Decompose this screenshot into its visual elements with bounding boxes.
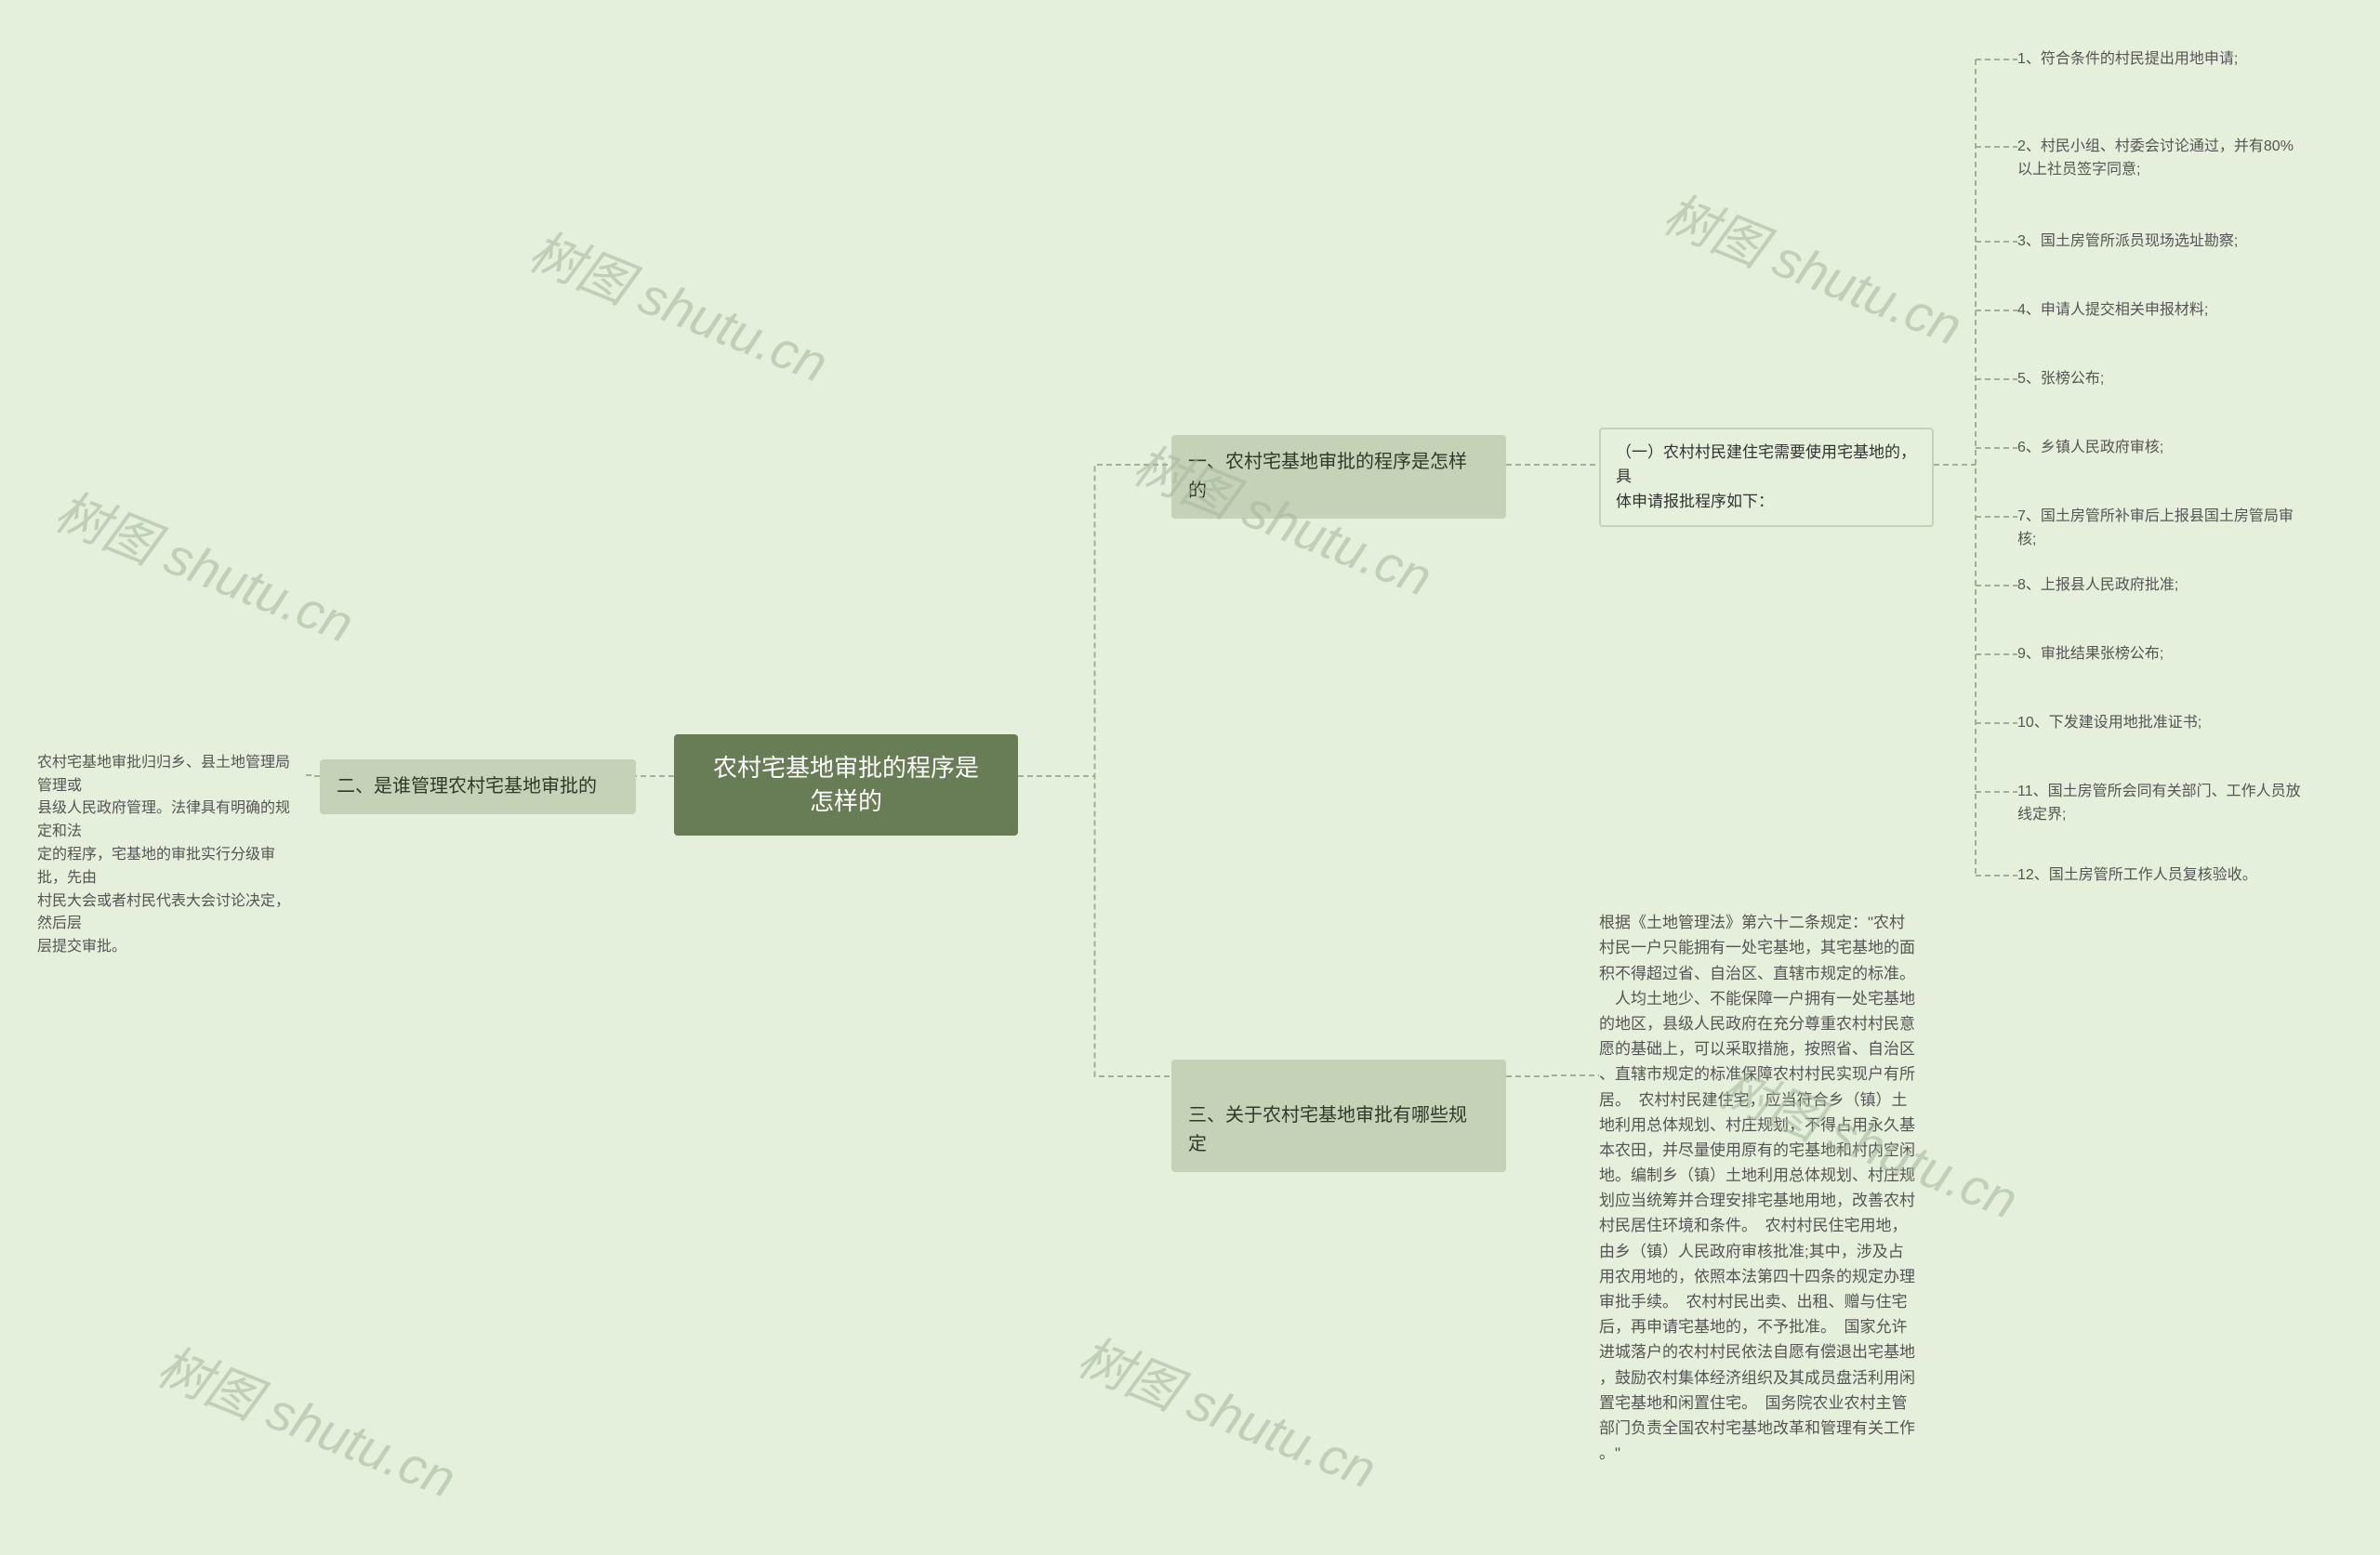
section-1-item: 1、符合条件的村民提出用地申请;: [2017, 48, 2306, 72]
watermark: 树图 shutu.cn: [437, 204, 920, 409]
section-1-item: 9、审批结果张榜公布;: [2017, 643, 2306, 666]
section-1-item: 2、村民小组、村委会讨论通过，并有80%以上社员签字同意;: [2017, 136, 2306, 182]
section-1-node: 一、农村宅基地审批的程序是怎样 的: [1171, 435, 1506, 519]
section-1-item: 7、国土房管所补审后上报县国土房管局审核;: [2017, 506, 2306, 552]
section-1-item: 5、张榜公布;: [2017, 368, 2306, 391]
section-1-item: 12、国土房管所工作人员复核验收。: [2017, 864, 2306, 888]
section-1-item: 6、乡镇人民政府审核;: [2017, 437, 2306, 460]
canvas: 农村宅基地审批的程序是 怎样的 一、农村宅基地审批的程序是怎样 的 二、是谁管理…: [0, 0, 2380, 1555]
root-text-line1: 农村宅基地审批的程序是: [713, 754, 979, 782]
root-node: 农村宅基地审批的程序是 怎样的: [674, 734, 1018, 836]
section-3-body-text: 根据《土地管理法》第六十二条规定："农村 村民一户只能拥有一处宅基地，其宅基地的…: [1599, 914, 1915, 1462]
section-1-item: 3、国土房管所派员现场选址勘察;: [2017, 231, 2306, 254]
svg-text:树图 shutu.cn: 树图 shutu.cn: [1070, 1327, 1384, 1500]
svg-text:树图 shutu.cn: 树图 shutu.cn: [1656, 184, 1970, 357]
section-2-body: 农村宅基地审批归归乡、县土地管理局管理或 县级人民政府管理。法律具有明确的规定和…: [37, 729, 302, 959]
section-2-node: 二、是谁管理农村宅基地审批的: [320, 759, 636, 814]
section-1-sub-l1: （一）农村村民建住宅需要使用宅基地的，具: [1616, 443, 1916, 485]
section-1-item: 10、下发建设用地批准证书;: [2017, 712, 2306, 735]
section-1-item: 11、国土房管所会同有关部门、工作人员放线定界;: [2017, 781, 2306, 827]
section-2-title: 二、是谁管理农村宅基地审批的: [337, 776, 597, 797]
section-1-title-l1: 一、农村宅基地审批的程序是怎样: [1188, 452, 1467, 472]
section-1-item: 4、申请人提交相关申报材料;: [2017, 299, 2306, 323]
root-text-line2: 怎样的: [810, 787, 882, 815]
svg-text:树图 shutu.cn: 树图 shutu.cn: [522, 221, 836, 394]
section-3-title: 三、关于农村宅基地审批有哪些规 定: [1188, 1105, 1467, 1154]
section-1-sub-node: （一）农村村民建住宅需要使用宅基地的，具 体申请报批程序如下：: [1599, 428, 1934, 527]
section-3-body: 根据《土地管理法》第六十二条规定："农村 村民一户只能拥有一处宅基地，其宅基地的…: [1599, 885, 1920, 1466]
watermark: 树图 shutu.cn: [1571, 167, 2055, 372]
section-3-node: 三、关于农村宅基地审批有哪些规 定: [1171, 1060, 1506, 1172]
watermark: 树图 shutu.cn: [985, 1311, 1469, 1515]
svg-text:树图 shutu.cn: 树图 shutu.cn: [47, 481, 362, 654]
section-1-sub-l2: 体申请报批程序如下：: [1616, 493, 1774, 510]
section-2-body-text: 农村宅基地审批归归乡、县土地管理局管理或 县级人民政府管理。法律具有明确的规定和…: [37, 755, 290, 955]
watermark: 树图 shutu.cn: [65, 1320, 549, 1524]
watermark: 树图 shutu.cn: [0, 465, 446, 669]
section-1-title-l2: 的: [1188, 481, 1207, 501]
svg-text:树图 shutu.cn: 树图 shutu.cn: [150, 1337, 464, 1509]
section-1-item: 8、上报县人民政府批准;: [2017, 574, 2306, 598]
